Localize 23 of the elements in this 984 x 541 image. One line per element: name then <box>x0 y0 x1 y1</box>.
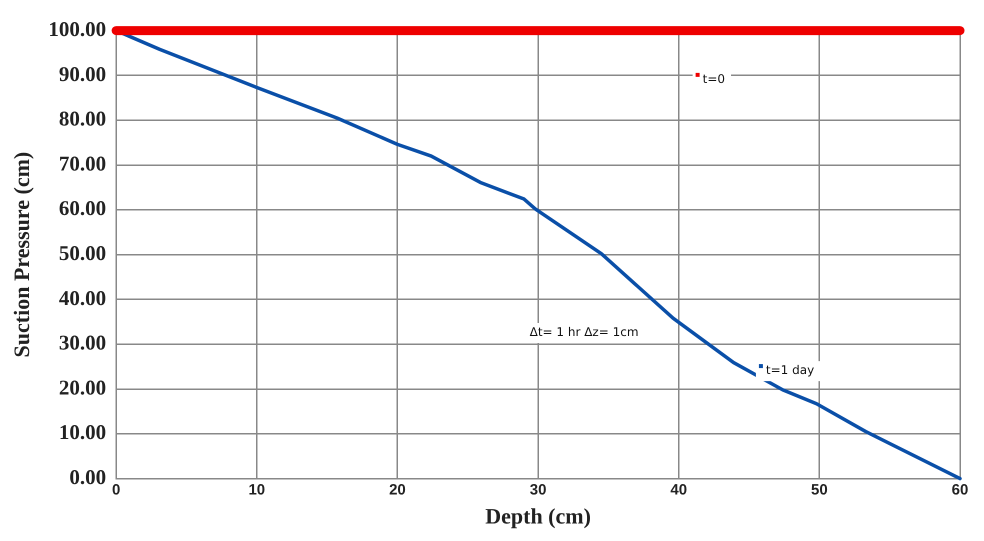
y-tick-label: 20.00 <box>58 375 106 400</box>
x-tick-label: 50 <box>811 482 828 499</box>
y-tick-label: 60.00 <box>58 196 106 220</box>
y-tick-label: 100.00 <box>48 17 106 42</box>
y-tick-label: 40.00 <box>58 286 106 310</box>
legend-label: t=1 day <box>766 363 814 378</box>
y-tick-label: 80.00 <box>58 106 106 131</box>
legend-label: t=0 <box>702 72 726 86</box>
x-tick-label: 20 <box>389 482 406 499</box>
x-axis-title: Depth (cm) <box>485 503 591 528</box>
x-tick-label: 60 <box>952 482 968 499</box>
y-tick-label: 30.00 <box>58 330 106 355</box>
x-tick-label: 10 <box>248 482 266 499</box>
y-axis-title: Suction Pressure (cm) <box>8 152 34 358</box>
y-tick-label: 0.00 <box>69 465 106 490</box>
x-tick-label: 0 <box>112 482 120 499</box>
x-tick-label: 40 <box>670 482 688 499</box>
y-tick-label: 50.00 <box>58 241 106 266</box>
annotation: Δt= 1 hr Δz= 1cm <box>530 325 639 340</box>
y-tick-label: 90.00 <box>58 62 106 86</box>
y-tick-label: 10.00 <box>58 420 106 444</box>
x-tick-label: 30 <box>530 482 546 499</box>
y-tick-label: 70.00 <box>58 151 106 176</box>
